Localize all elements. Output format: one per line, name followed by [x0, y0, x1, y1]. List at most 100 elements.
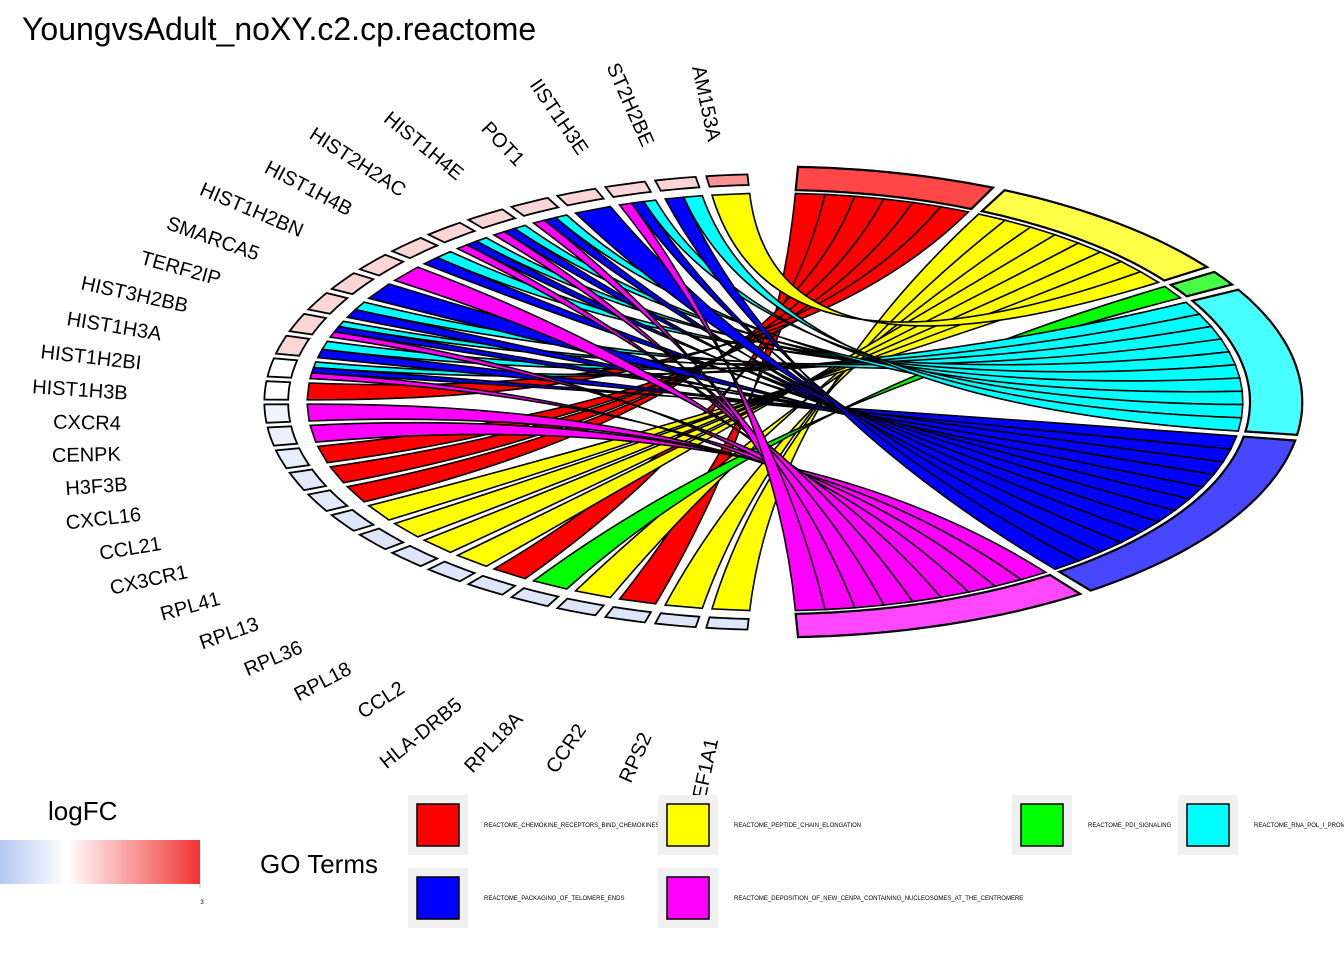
ribbon [642, 199, 1244, 419]
legend-key [416, 803, 460, 847]
gene-label: RPL41 [158, 588, 223, 626]
gene-block [329, 272, 376, 296]
ribbon [663, 196, 1081, 571]
ribbon [328, 330, 971, 599]
legend-label: REACTOME_PEPTIDE_CHAIN_ELONGATION [734, 823, 861, 829]
legend-key [666, 803, 710, 847]
gene-block [389, 236, 440, 260]
gene-block [426, 221, 477, 244]
legend-label: REACTOME_PDI_SIGNALING [1088, 823, 1172, 829]
gene-label: IIST1H3E [525, 75, 592, 159]
gene-block [466, 574, 518, 596]
gene-label: CCR2 [542, 720, 591, 777]
gene-block [287, 312, 328, 336]
gene-label: CENPK [52, 444, 122, 468]
gene-label: RPS2 [615, 729, 656, 786]
gene-label: ST2H2BE [602, 60, 658, 150]
gene-label: TERF2IP [138, 247, 223, 290]
ribbon [542, 216, 1143, 544]
gene-block [653, 612, 701, 629]
ribbon [422, 256, 1192, 512]
gene-block [555, 597, 606, 617]
legend-title: GO Terms [260, 849, 378, 879]
gene-label: CCL2 [354, 677, 409, 723]
gene-label: EF1A1 [689, 736, 723, 800]
gene-label: RPL36 [241, 637, 306, 681]
gene-block [705, 616, 750, 631]
gene-label: HIST1H3A [65, 308, 164, 345]
gene-block [329, 508, 376, 532]
colorbar [0, 840, 200, 884]
colorbar-tick-label: 3 [200, 900, 204, 906]
gene-block [426, 560, 477, 583]
ribbon [630, 200, 1103, 562]
gene-block [263, 380, 292, 401]
ribbon [309, 372, 997, 593]
gene-block [274, 447, 311, 470]
ribbon [618, 192, 827, 605]
gene-block [266, 357, 299, 379]
gene-block [555, 187, 606, 207]
gene-block [466, 208, 518, 230]
legend-label: REACTOME_CHEMOKINE_RECEPTORS_BIND_CHEMOK… [484, 823, 659, 829]
gene-block [287, 468, 328, 492]
term-arc [1056, 435, 1297, 592]
gene-block [274, 334, 311, 357]
legend-label: REACTOME_RNA_POL_I_PROMOT [1254, 823, 1344, 829]
gene-label: CCL21 [98, 533, 163, 565]
ribbon [492, 230, 886, 609]
ribbon [531, 219, 856, 611]
ribbon [710, 192, 1161, 327]
ribbon [502, 227, 1161, 534]
gene-label: HIST1H3B [32, 376, 129, 404]
gene-block [603, 606, 653, 624]
legend-key [666, 876, 710, 920]
gene-label: RPL18 [291, 658, 355, 706]
colorbar-title: logFC [48, 796, 117, 826]
gene-block [357, 527, 406, 551]
gene-label: HIST1H2BI [39, 341, 142, 374]
gene-block [509, 587, 561, 608]
ribbon [306, 205, 971, 401]
gene-label: AM153A [687, 64, 725, 144]
term-arc [1190, 288, 1304, 436]
gene-block [653, 175, 701, 192]
ribbon [316, 201, 943, 464]
gene-block [603, 180, 653, 198]
gene-block [509, 196, 561, 217]
legend-key [1020, 803, 1064, 847]
gene-block [266, 425, 299, 447]
gene-label: HIST3H2BB [79, 272, 190, 317]
ribbon [455, 244, 915, 606]
gene-label: POT1 [477, 118, 529, 171]
gene-block [306, 292, 350, 315]
ribbon [618, 202, 827, 612]
gene-block [389, 544, 440, 568]
legend-label: REACTOME_PACKAGING_OF_TELOMERE_ENDS [484, 896, 624, 902]
ribbon [309, 421, 1048, 581]
gene-block [705, 173, 750, 188]
legend-label: REACTOME_DEPOSITION_OF_NEW_CENPA_CONTAIN… [734, 896, 1023, 902]
gene-label: CXCR4 [53, 411, 121, 435]
gene-block [263, 403, 292, 424]
gene-label: RPL13 [197, 613, 262, 654]
ribbon [306, 403, 1023, 588]
legend-key [1186, 803, 1230, 847]
ribbon [464, 240, 1177, 523]
gene-label: CX3CR1 [108, 561, 190, 599]
ribbons [306, 192, 1244, 612]
chart-title: YoungvsAdult_noXY.c2.cp.reactome [22, 11, 536, 47]
ribbon [455, 233, 1081, 568]
term-arc [1168, 270, 1235, 298]
ribbon [682, 194, 1243, 432]
term-arc [794, 165, 996, 211]
gene-label: H3F3B [65, 474, 129, 500]
gene-label: RPL18A [460, 708, 528, 778]
term-arc [979, 189, 1210, 282]
ribbon [663, 219, 1033, 610]
gene-label: CXCL16 [65, 504, 143, 535]
ribbon [531, 285, 1183, 590]
legend-key [416, 876, 460, 920]
ribbon [392, 266, 943, 603]
